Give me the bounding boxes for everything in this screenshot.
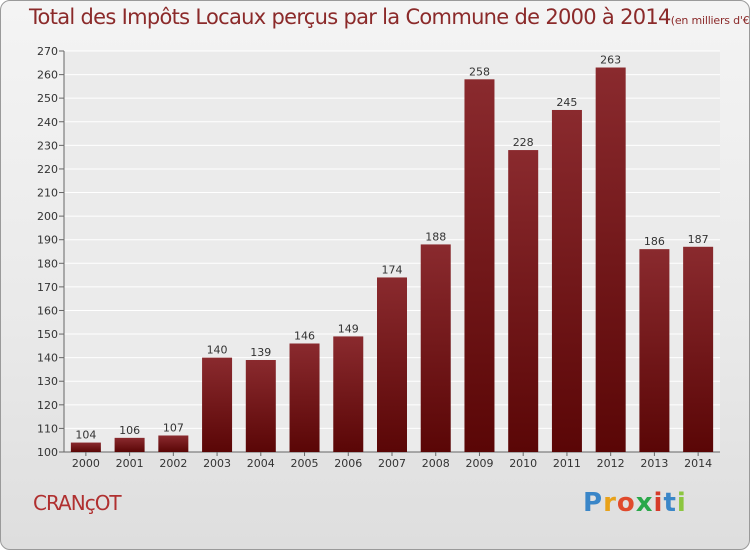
y-tick-label: 180 xyxy=(37,257,58,270)
title-main: Total des Impôts Locaux perçus par la Co… xyxy=(29,5,671,29)
value-label: 186 xyxy=(644,235,665,248)
logo-letter: P xyxy=(583,488,604,518)
x-tick-label: 2010 xyxy=(509,457,537,470)
x-tick-label: 2002 xyxy=(159,457,187,470)
x-tick-label: 2006 xyxy=(334,457,362,470)
value-label: 107 xyxy=(163,421,184,434)
y-tick-label: 240 xyxy=(37,116,58,129)
y-tick-label: 130 xyxy=(37,375,58,388)
value-label: 174 xyxy=(382,263,403,276)
value-label: 104 xyxy=(75,429,96,442)
x-tick-label: 2012 xyxy=(597,457,625,470)
x-tick-label: 2013 xyxy=(640,457,668,470)
bar xyxy=(464,79,495,453)
proxiti-logo[interactable]: Proxiti xyxy=(583,488,687,518)
logo-letter: t xyxy=(663,488,677,518)
logo-letter: i xyxy=(653,488,664,518)
y-tick-label: 120 xyxy=(37,399,58,412)
logo-letter: o xyxy=(616,488,636,518)
value-label: 187 xyxy=(688,233,709,246)
x-tick-label: 2003 xyxy=(203,457,231,470)
chart-title: Total des Impôts Locaux perçus par la Co… xyxy=(29,5,750,29)
bar xyxy=(114,437,145,452)
bar xyxy=(70,442,101,452)
y-tick-label: 150 xyxy=(37,328,58,341)
value-label: 146 xyxy=(294,329,315,342)
title-unit: (en milliers d'€) xyxy=(670,14,750,27)
y-tick-label: 210 xyxy=(37,187,58,200)
bar xyxy=(333,336,364,452)
bar xyxy=(683,246,714,452)
x-tick-label: 2009 xyxy=(465,457,493,470)
x-tick-label: 2004 xyxy=(247,457,275,470)
y-tick-label: 250 xyxy=(37,92,58,105)
value-label: 245 xyxy=(556,96,577,109)
x-tick-label: 2000 xyxy=(72,457,100,470)
y-tick-label: 200 xyxy=(37,210,58,223)
logo-letter: x xyxy=(635,488,654,518)
commune-name: CRANçOT xyxy=(33,491,122,515)
bar xyxy=(595,67,626,452)
y-tick-label: 190 xyxy=(37,234,58,247)
bar xyxy=(551,109,582,453)
bar xyxy=(245,360,276,452)
bar xyxy=(202,357,233,452)
logo-letter: i xyxy=(676,488,687,518)
x-tick-label: 2005 xyxy=(291,457,319,470)
value-label: 106 xyxy=(119,424,140,437)
y-tick-label: 260 xyxy=(37,69,58,82)
y-tick-label: 110 xyxy=(37,422,58,435)
x-tick-label: 2014 xyxy=(684,457,712,470)
logo-letter: r xyxy=(603,488,617,518)
y-tick-label: 170 xyxy=(37,281,58,294)
value-label: 149 xyxy=(338,322,359,335)
bar xyxy=(508,150,539,452)
y-tick-label: 100 xyxy=(37,446,58,459)
value-label: 263 xyxy=(600,54,621,67)
value-label: 228 xyxy=(513,136,534,149)
y-tick-label: 140 xyxy=(37,352,58,365)
y-tick-label: 160 xyxy=(37,304,58,317)
bar xyxy=(639,249,670,452)
value-label: 258 xyxy=(469,65,490,78)
x-tick-label: 2008 xyxy=(422,457,450,470)
bar xyxy=(420,244,451,452)
y-tick-label: 270 xyxy=(37,45,58,58)
x-tick-label: 2007 xyxy=(378,457,406,470)
bar xyxy=(289,343,320,452)
y-tick-label: 230 xyxy=(37,139,58,152)
bar xyxy=(158,435,189,452)
value-label: 188 xyxy=(425,230,446,243)
bar xyxy=(377,277,407,452)
x-tick-label: 2001 xyxy=(116,457,144,470)
x-tick-label: 2011 xyxy=(553,457,581,470)
y-tick-label: 220 xyxy=(37,163,58,176)
value-label: 140 xyxy=(207,344,228,357)
value-label: 139 xyxy=(250,346,271,359)
